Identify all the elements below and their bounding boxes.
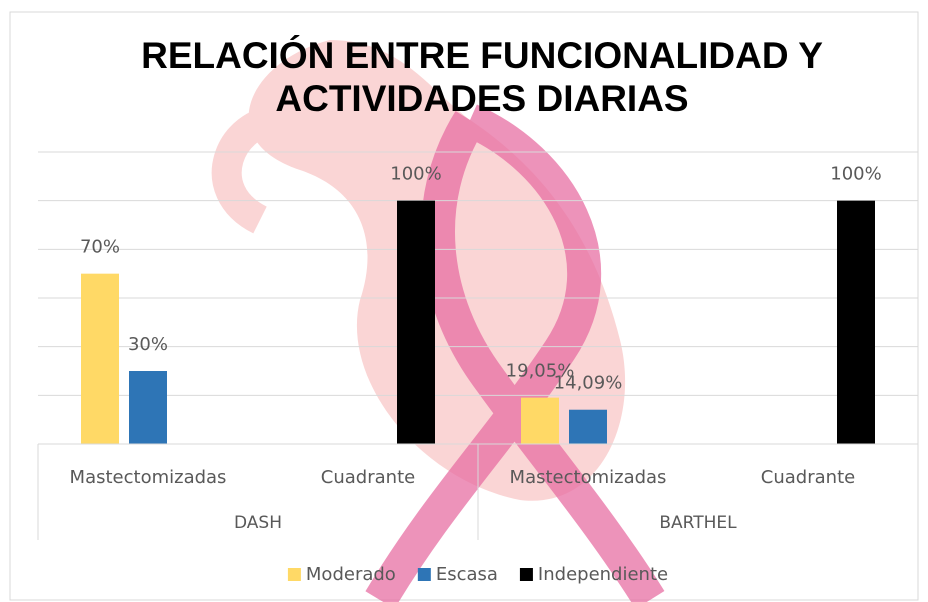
bar [81,273,119,444]
bar [397,200,435,444]
legend-swatch [287,568,301,581]
bar [569,409,607,444]
legend: Moderado Escasa Independiente [287,564,668,585]
value-label: 100% [830,164,881,185]
x-tick-label: Cuadrante [761,467,855,488]
bar [521,397,559,444]
x-tick-label: Cuadrante [321,467,415,488]
x-tick-label: Mastectomizadas [510,467,667,488]
legend-label: Moderado [306,564,396,585]
value-label: 19,05% [506,361,575,382]
legend-label: Independiente [538,564,668,585]
x-group-label: DASH [234,513,282,533]
value-label: 100% [390,164,441,185]
legend-swatch [519,568,533,581]
bar [837,200,875,444]
plot-area: Mastectomizadas Cuadrante Mastectomizadas C… [37,151,919,540]
ribbon-illustration [365,104,665,602]
x-tick-label: Mastectomizadas [70,467,227,488]
legend-label: Escasa [436,564,498,585]
x-group-label: BARTHEL [659,513,737,533]
value-label: 14,09% [554,373,623,394]
value-label: 70% [80,237,120,258]
chart-title: RELACIÓN ENTRE FUNCIONALIDAD Y ACTIVIDAD… [141,35,823,119]
legend-swatch [417,568,431,581]
value-label: 30% [128,334,168,355]
bar [129,371,167,444]
